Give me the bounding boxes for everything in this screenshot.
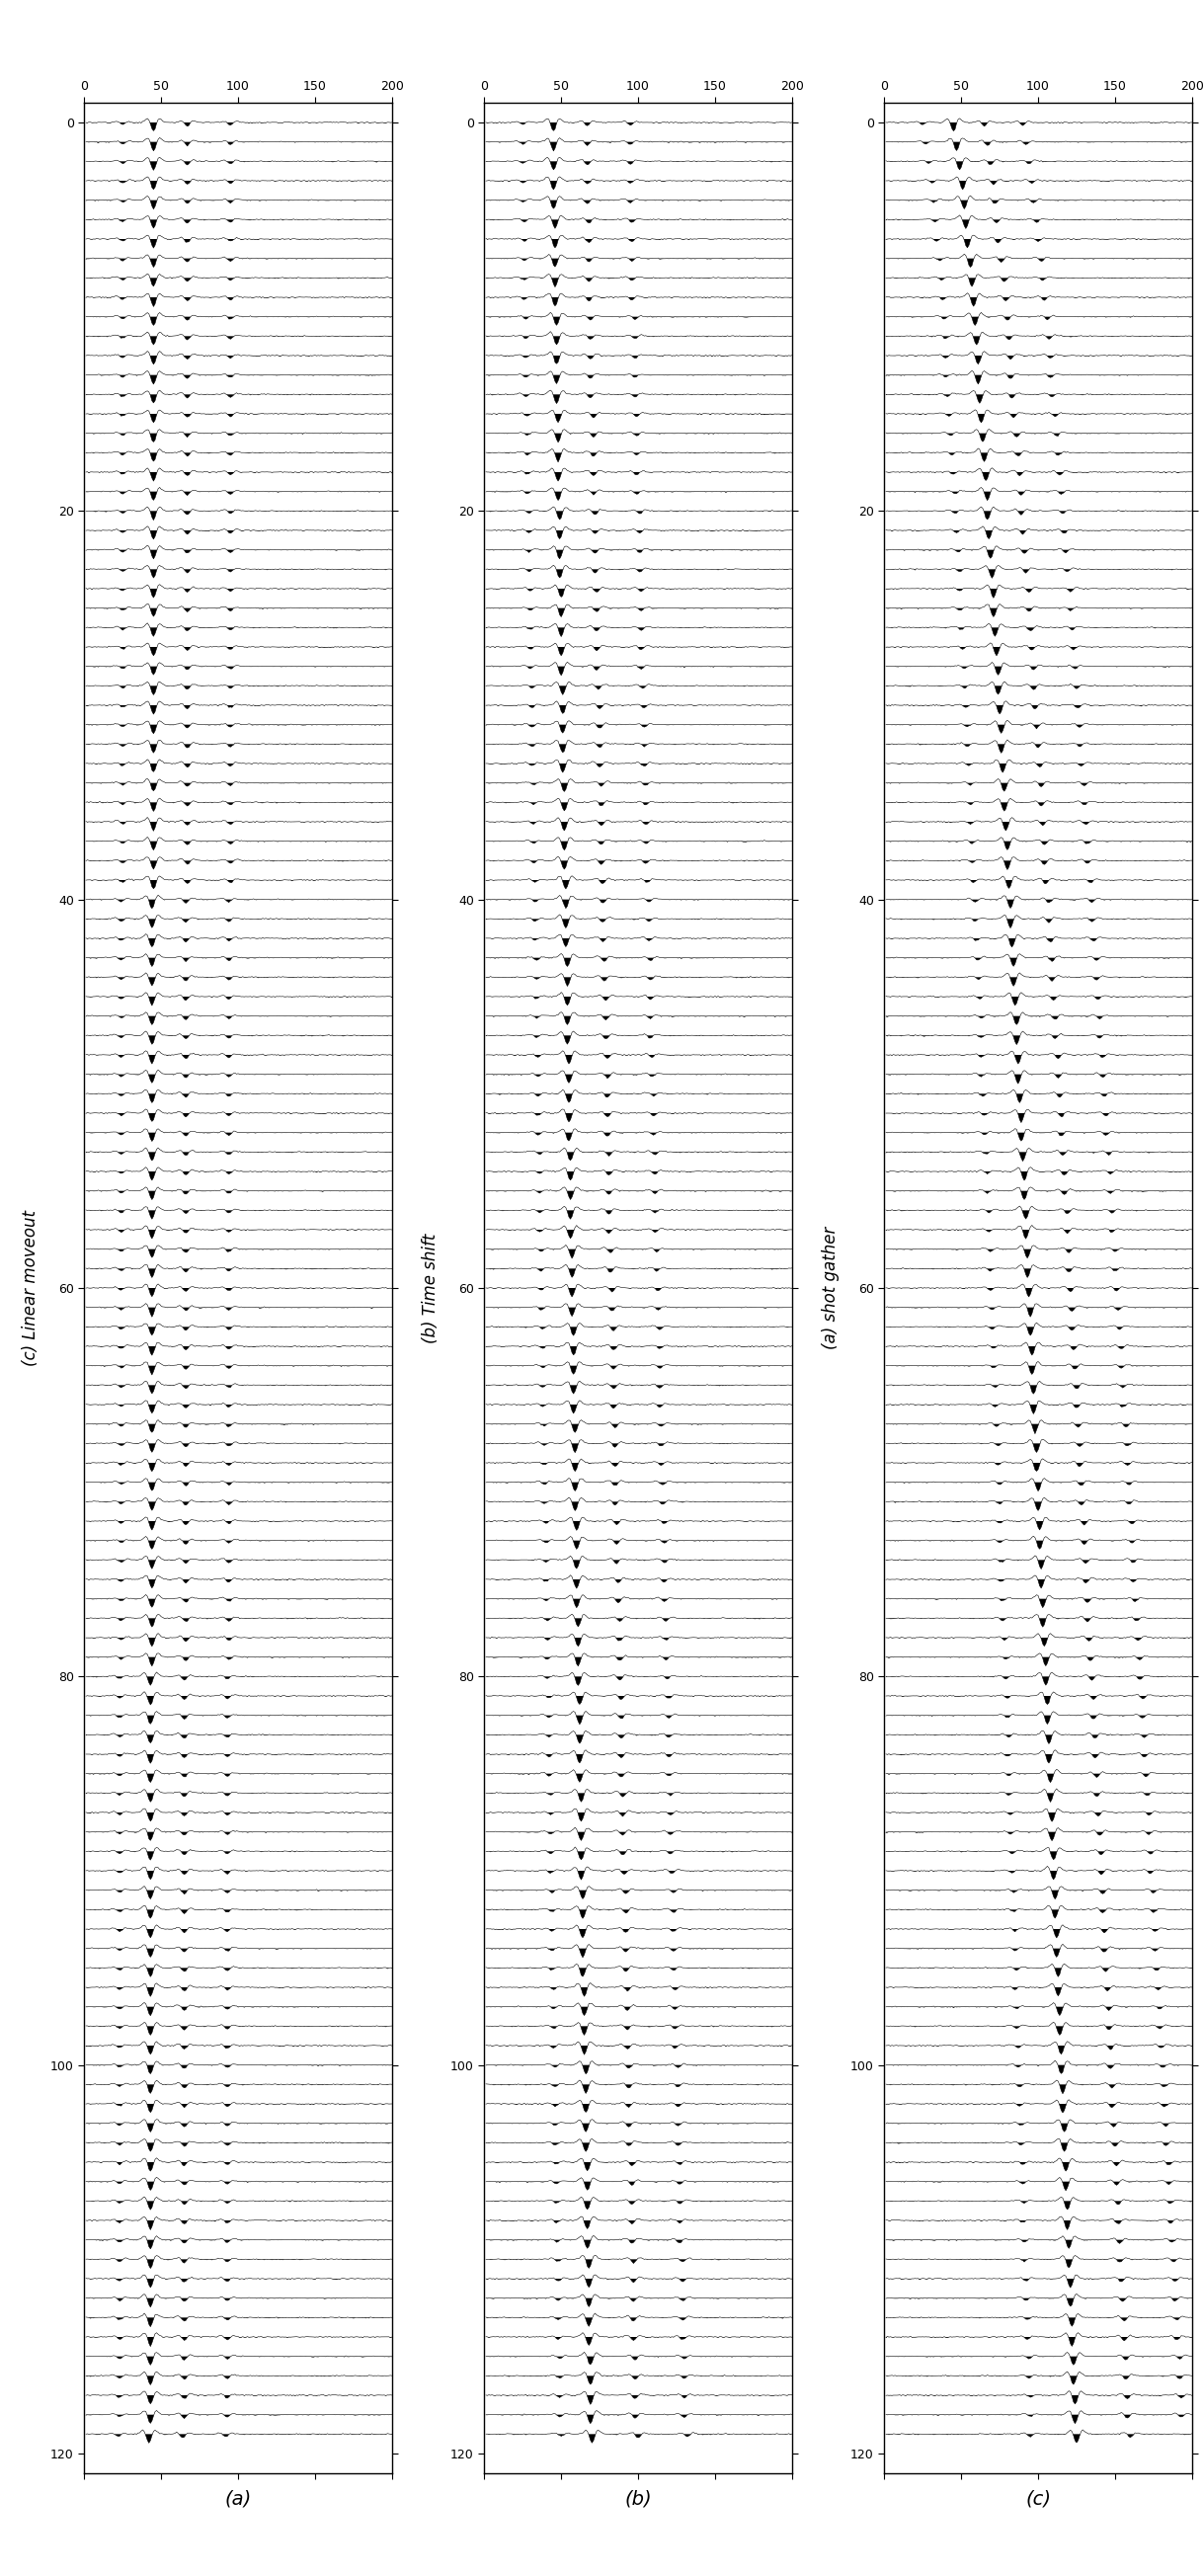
X-axis label: (c): (c) [1026,2488,1051,2509]
Y-axis label: (a) shot gather: (a) shot gather [821,1226,839,1350]
Y-axis label: (c) Linear moveout: (c) Linear moveout [22,1211,40,1365]
X-axis label: (a): (a) [225,2488,252,2509]
Y-axis label: (b) Time shift: (b) Time shift [421,1234,439,1342]
X-axis label: (b): (b) [625,2488,651,2509]
